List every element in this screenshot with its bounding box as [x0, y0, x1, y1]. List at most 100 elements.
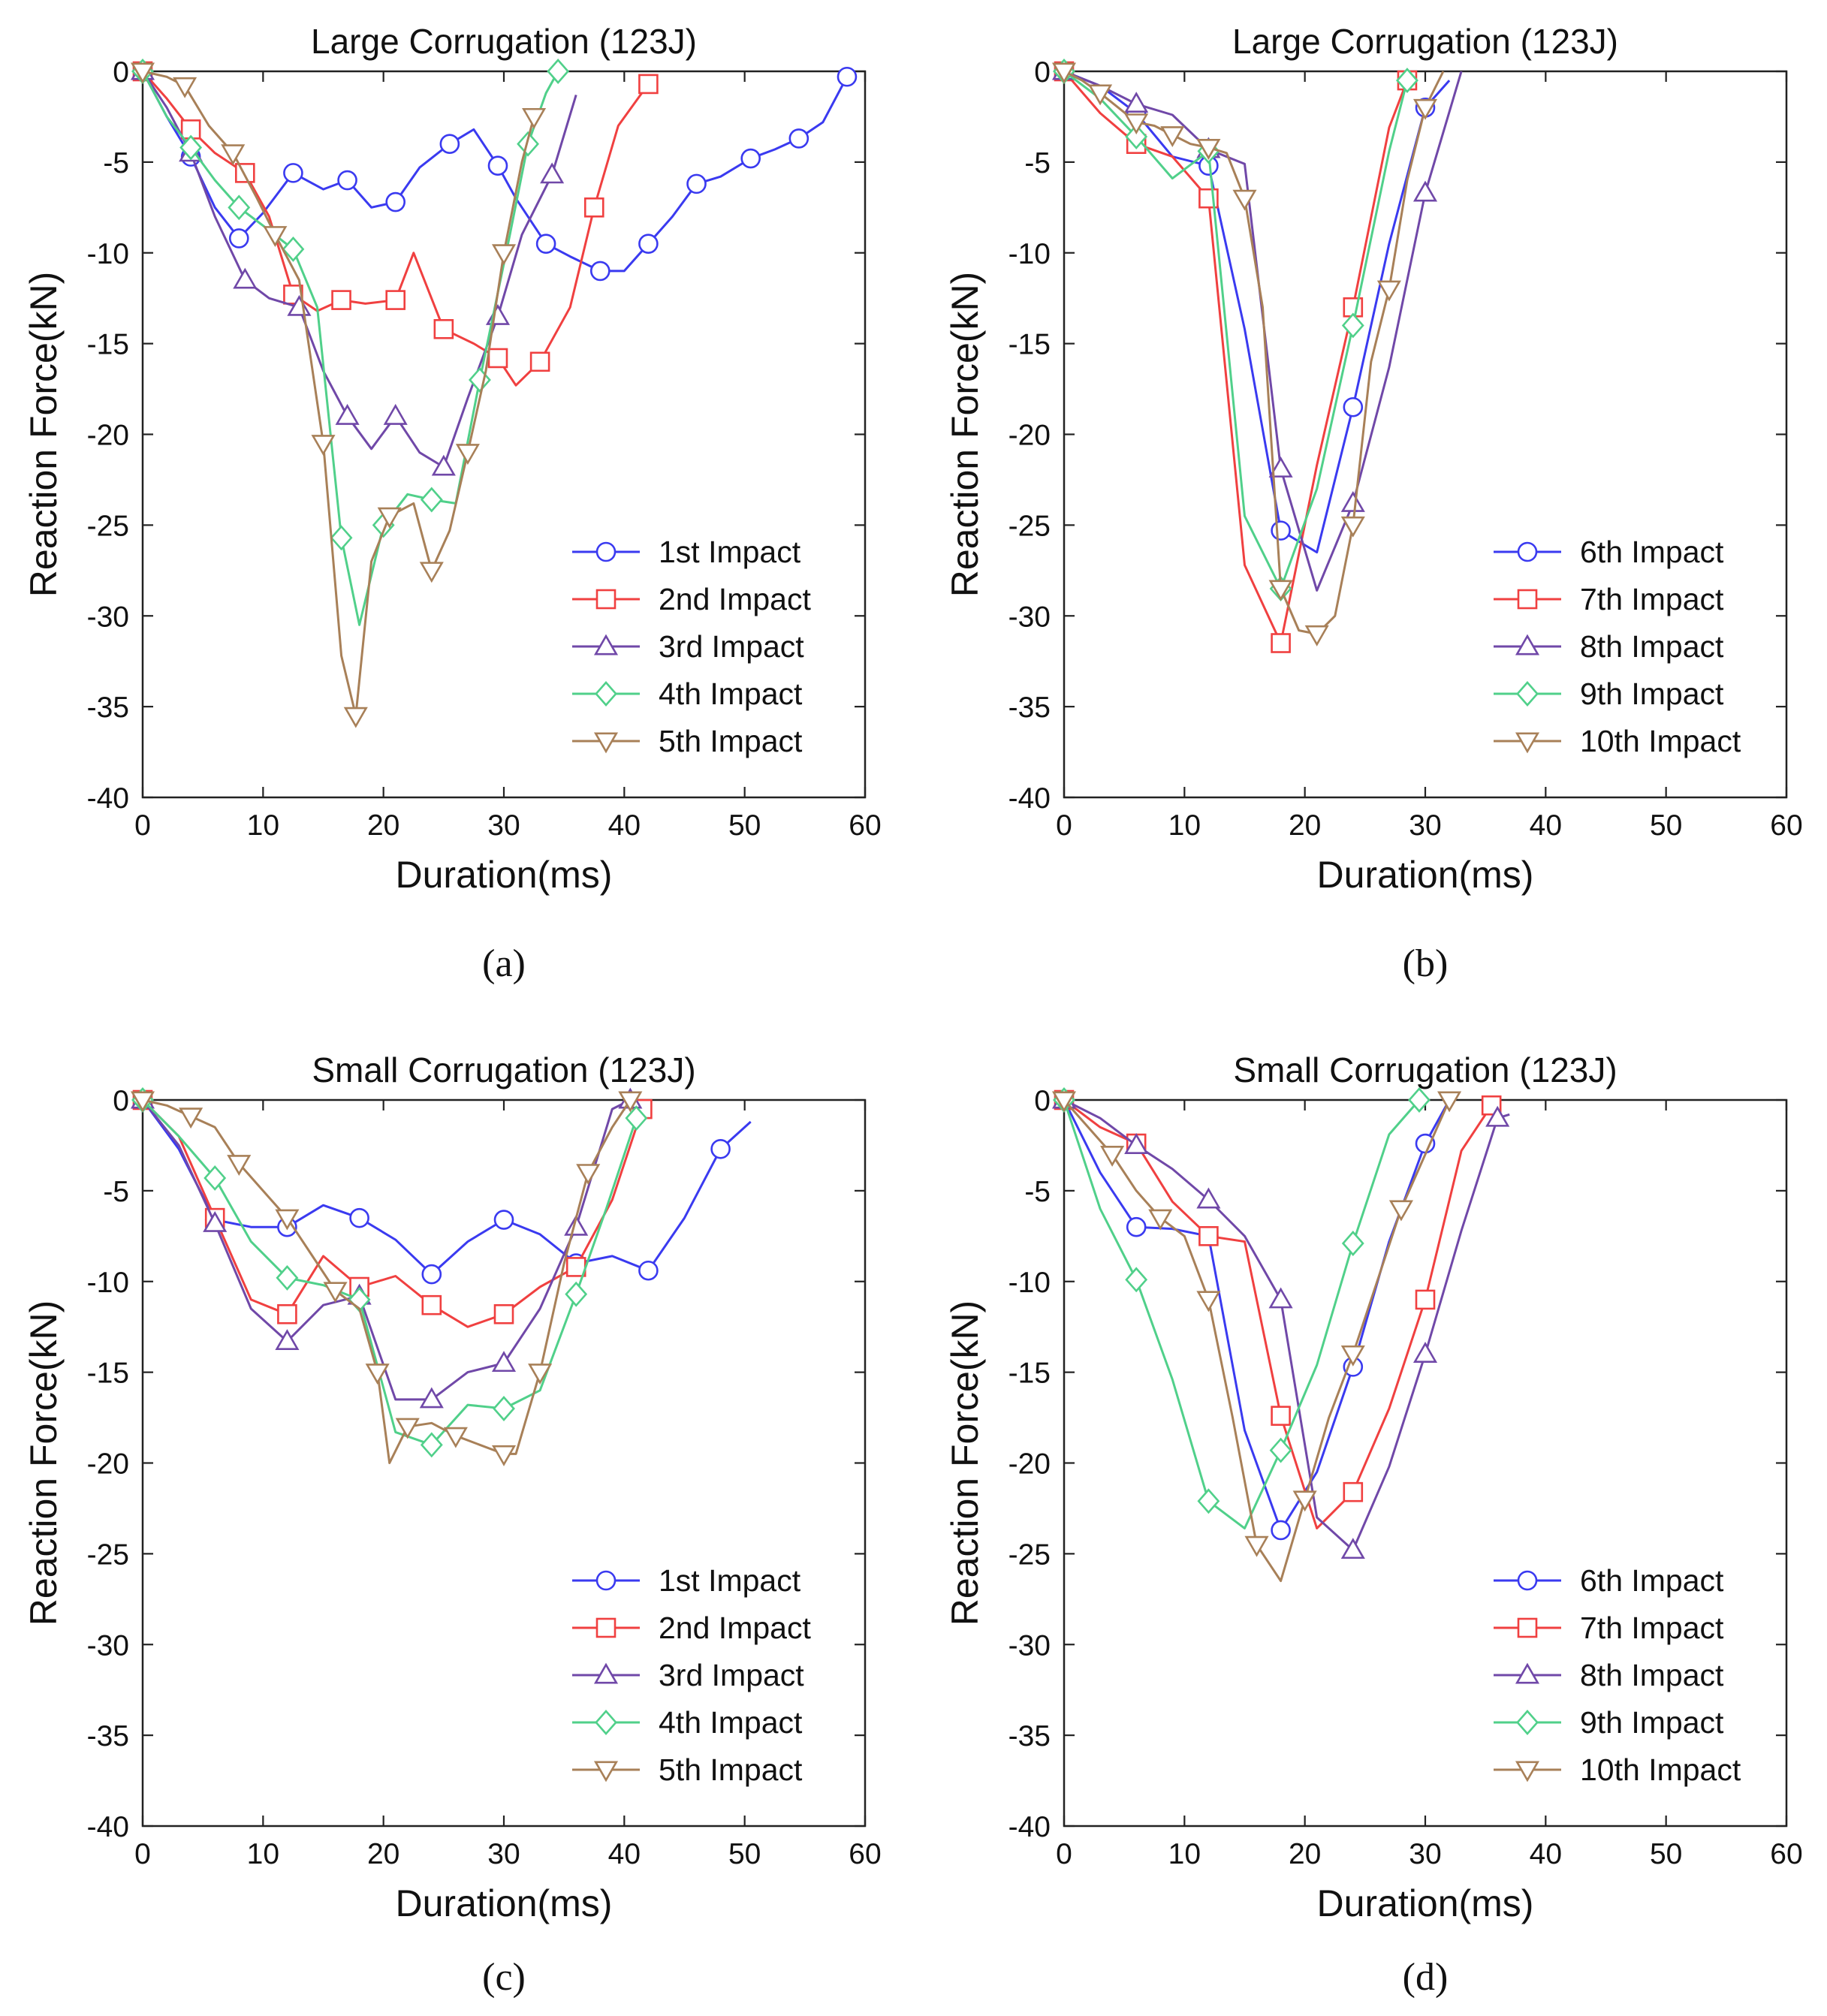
legend-item-3: 3rd Impact — [572, 1658, 804, 1692]
data-point — [618, 1091, 643, 1113]
legend-item-1: 1st Impact — [572, 1563, 801, 1598]
x-tick-label: 0 — [134, 809, 151, 842]
series-line — [1063, 1098, 1510, 1551]
series-line — [141, 1098, 632, 1401]
y-axis-label: Reaction Force(kN) — [944, 272, 986, 597]
legend-label: 5th Impact — [659, 1752, 803, 1787]
y-tick-label: -10 — [1008, 238, 1051, 270]
legend-marker — [1515, 1662, 1540, 1684]
data-point — [576, 1164, 601, 1186]
legend-label: 2nd Impact — [659, 582, 811, 616]
data-point — [173, 77, 197, 98]
data-point — [1198, 1226, 1219, 1246]
data-point — [491, 244, 517, 266]
y-tick-label: -25 — [1008, 510, 1051, 542]
panel-label: (c) — [482, 1956, 526, 1999]
y-axis-label: Reaction Force(kN) — [944, 1300, 986, 1626]
x-tick-label: 60 — [1770, 809, 1802, 842]
chart-title: Large Corrugation (123J) — [1232, 22, 1618, 61]
y-tick-label: -10 — [87, 238, 129, 270]
y-tick-label: -15 — [1008, 329, 1051, 361]
data-point — [625, 1105, 648, 1132]
legend-marker — [1517, 1617, 1538, 1638]
data-point — [1051, 62, 1077, 84]
series-line — [1063, 70, 1463, 592]
x-tick-label: 30 — [487, 1838, 520, 1870]
x-tick-label: 20 — [367, 1838, 399, 1870]
series-1 — [1054, 61, 1451, 554]
legend-marker — [595, 541, 617, 562]
y-tick-label: -25 — [87, 1538, 129, 1571]
data-point — [522, 107, 547, 129]
data-point — [837, 66, 858, 87]
legend-marker — [1515, 634, 1540, 655]
data-point — [1244, 1535, 1269, 1557]
y-tick-label: 0 — [1034, 56, 1051, 89]
legend-item-3: 3rd Impact — [572, 629, 804, 664]
chart-panel-c: 0 10 20 30 40 50 60 0 -5 -10 -15 -20 -25 -30 -35 -40 Sma… — [23, 1050, 882, 1999]
data-point — [343, 707, 368, 728]
data-point — [421, 1264, 442, 1285]
data-point — [493, 1396, 515, 1421]
legend-label: 4th Impact — [659, 1705, 803, 1740]
legend-marker — [1517, 541, 1538, 562]
data-point — [1343, 396, 1364, 417]
data-point — [1271, 1406, 1291, 1426]
series-1 — [132, 1089, 752, 1285]
y-tick-label: -35 — [1008, 692, 1051, 724]
data-point — [491, 1351, 517, 1373]
x-tick-label: 10 — [1168, 1838, 1201, 1870]
data-point — [487, 155, 508, 176]
panel-label: (b) — [1403, 942, 1449, 985]
x-tick-label: 0 — [1056, 1838, 1072, 1870]
y-tick-label: -20 — [1008, 420, 1051, 452]
series-line — [141, 1099, 752, 1276]
data-point — [1269, 1437, 1292, 1463]
x-tick-label: 30 — [1409, 1838, 1441, 1870]
data-point — [1304, 625, 1329, 646]
series-line — [141, 1098, 644, 1328]
series-line — [142, 70, 535, 717]
y-tick-label: -30 — [87, 1629, 129, 1662]
y-axis-label: Reaction Force(kN) — [23, 1300, 65, 1626]
data-point — [540, 162, 565, 184]
data-point — [383, 403, 408, 425]
x-axis-label: Duration(ms) — [1317, 1882, 1534, 1924]
data-point — [1196, 139, 1221, 160]
legend-item-4: 4th Impact — [572, 1705, 803, 1740]
data-point — [565, 1281, 588, 1307]
x-tick-label: 30 — [1409, 809, 1441, 842]
y-tick-label: -15 — [87, 329, 129, 361]
x-tick-label: 60 — [849, 1838, 881, 1870]
data-point — [583, 197, 604, 218]
legend-marker — [593, 634, 619, 655]
legend-marker — [593, 732, 619, 754]
data-point — [493, 1210, 514, 1230]
data-point — [282, 236, 305, 262]
y-tick-label: -40 — [87, 1811, 129, 1843]
legend-item-1: 6th Impact — [1494, 535, 1724, 569]
data-point — [1125, 124, 1148, 149]
data-point — [1160, 126, 1185, 148]
data-point — [234, 163, 255, 183]
legend-label: 10th Impact — [1580, 1752, 1741, 1787]
data-point — [204, 1165, 227, 1191]
data-point — [1412, 98, 1438, 120]
legend-label: 7th Impact — [1580, 1611, 1724, 1645]
data-point — [1341, 1231, 1364, 1256]
chart-title: Large Corrugation (123J) — [311, 22, 697, 61]
data-point — [564, 1214, 589, 1236]
data-point — [1271, 633, 1291, 653]
data-point — [335, 403, 360, 425]
legend-label: 6th Impact — [1580, 535, 1724, 569]
y-tick-label: 0 — [113, 56, 129, 89]
x-tick-label: 60 — [1770, 1838, 1802, 1870]
data-point — [311, 435, 336, 456]
data-point — [485, 303, 511, 325]
legend-marker — [595, 1570, 617, 1591]
data-point — [203, 1210, 228, 1232]
data-point — [419, 562, 444, 583]
legend-label: 2nd Impact — [659, 1611, 811, 1645]
legend-label: 1st Impact — [659, 1563, 801, 1598]
data-point — [638, 234, 659, 254]
